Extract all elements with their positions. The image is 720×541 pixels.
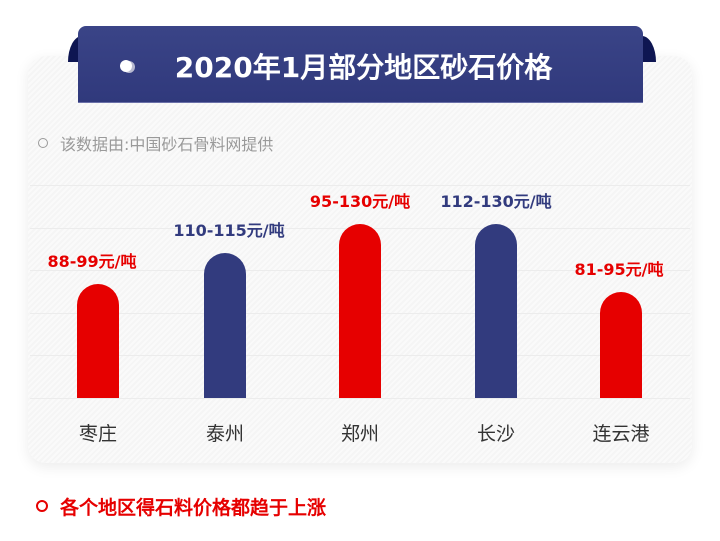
- gridline: [30, 185, 690, 186]
- category-label: 连云港: [592, 423, 650, 445]
- bar: [475, 223, 517, 398]
- banner-ear-right: [642, 36, 656, 62]
- footer-note-text: 各个地区得石料价格都趋于上涨: [60, 497, 327, 519]
- data-label: 81-95元/吨: [574, 259, 664, 279]
- chart-title: 2020年1月部分地区砂石价格: [174, 51, 553, 84]
- gridline: [30, 398, 690, 399]
- title-banner: 2020年1月部分地区砂石价格: [78, 26, 643, 103]
- data-label: 95-130元/吨: [309, 191, 411, 211]
- bar: [77, 283, 119, 398]
- circle-bullet-icon: [36, 500, 48, 512]
- bar: [339, 223, 381, 398]
- bar: [600, 291, 642, 398]
- source-note: 该数据由:中国砂石骨料网提供: [38, 131, 273, 155]
- bar: [204, 252, 246, 398]
- data-label: 88-99元/吨: [47, 251, 137, 271]
- category-label: 郑州: [340, 423, 379, 445]
- data-label: 112-130元/吨: [440, 191, 552, 211]
- data-label: 110-115元/吨: [173, 220, 285, 240]
- category-label: 长沙: [476, 423, 515, 445]
- circle-bullet-icon: [38, 138, 48, 148]
- bullet-dot-icon: [120, 60, 132, 72]
- source-note-text: 该数据由:中国砂石骨料网提供: [60, 135, 274, 154]
- footer-note: 各个地区得石料价格都趋于上涨: [36, 493, 326, 520]
- category-label: 泰州: [205, 423, 244, 445]
- category-label: 枣庄: [78, 423, 117, 445]
